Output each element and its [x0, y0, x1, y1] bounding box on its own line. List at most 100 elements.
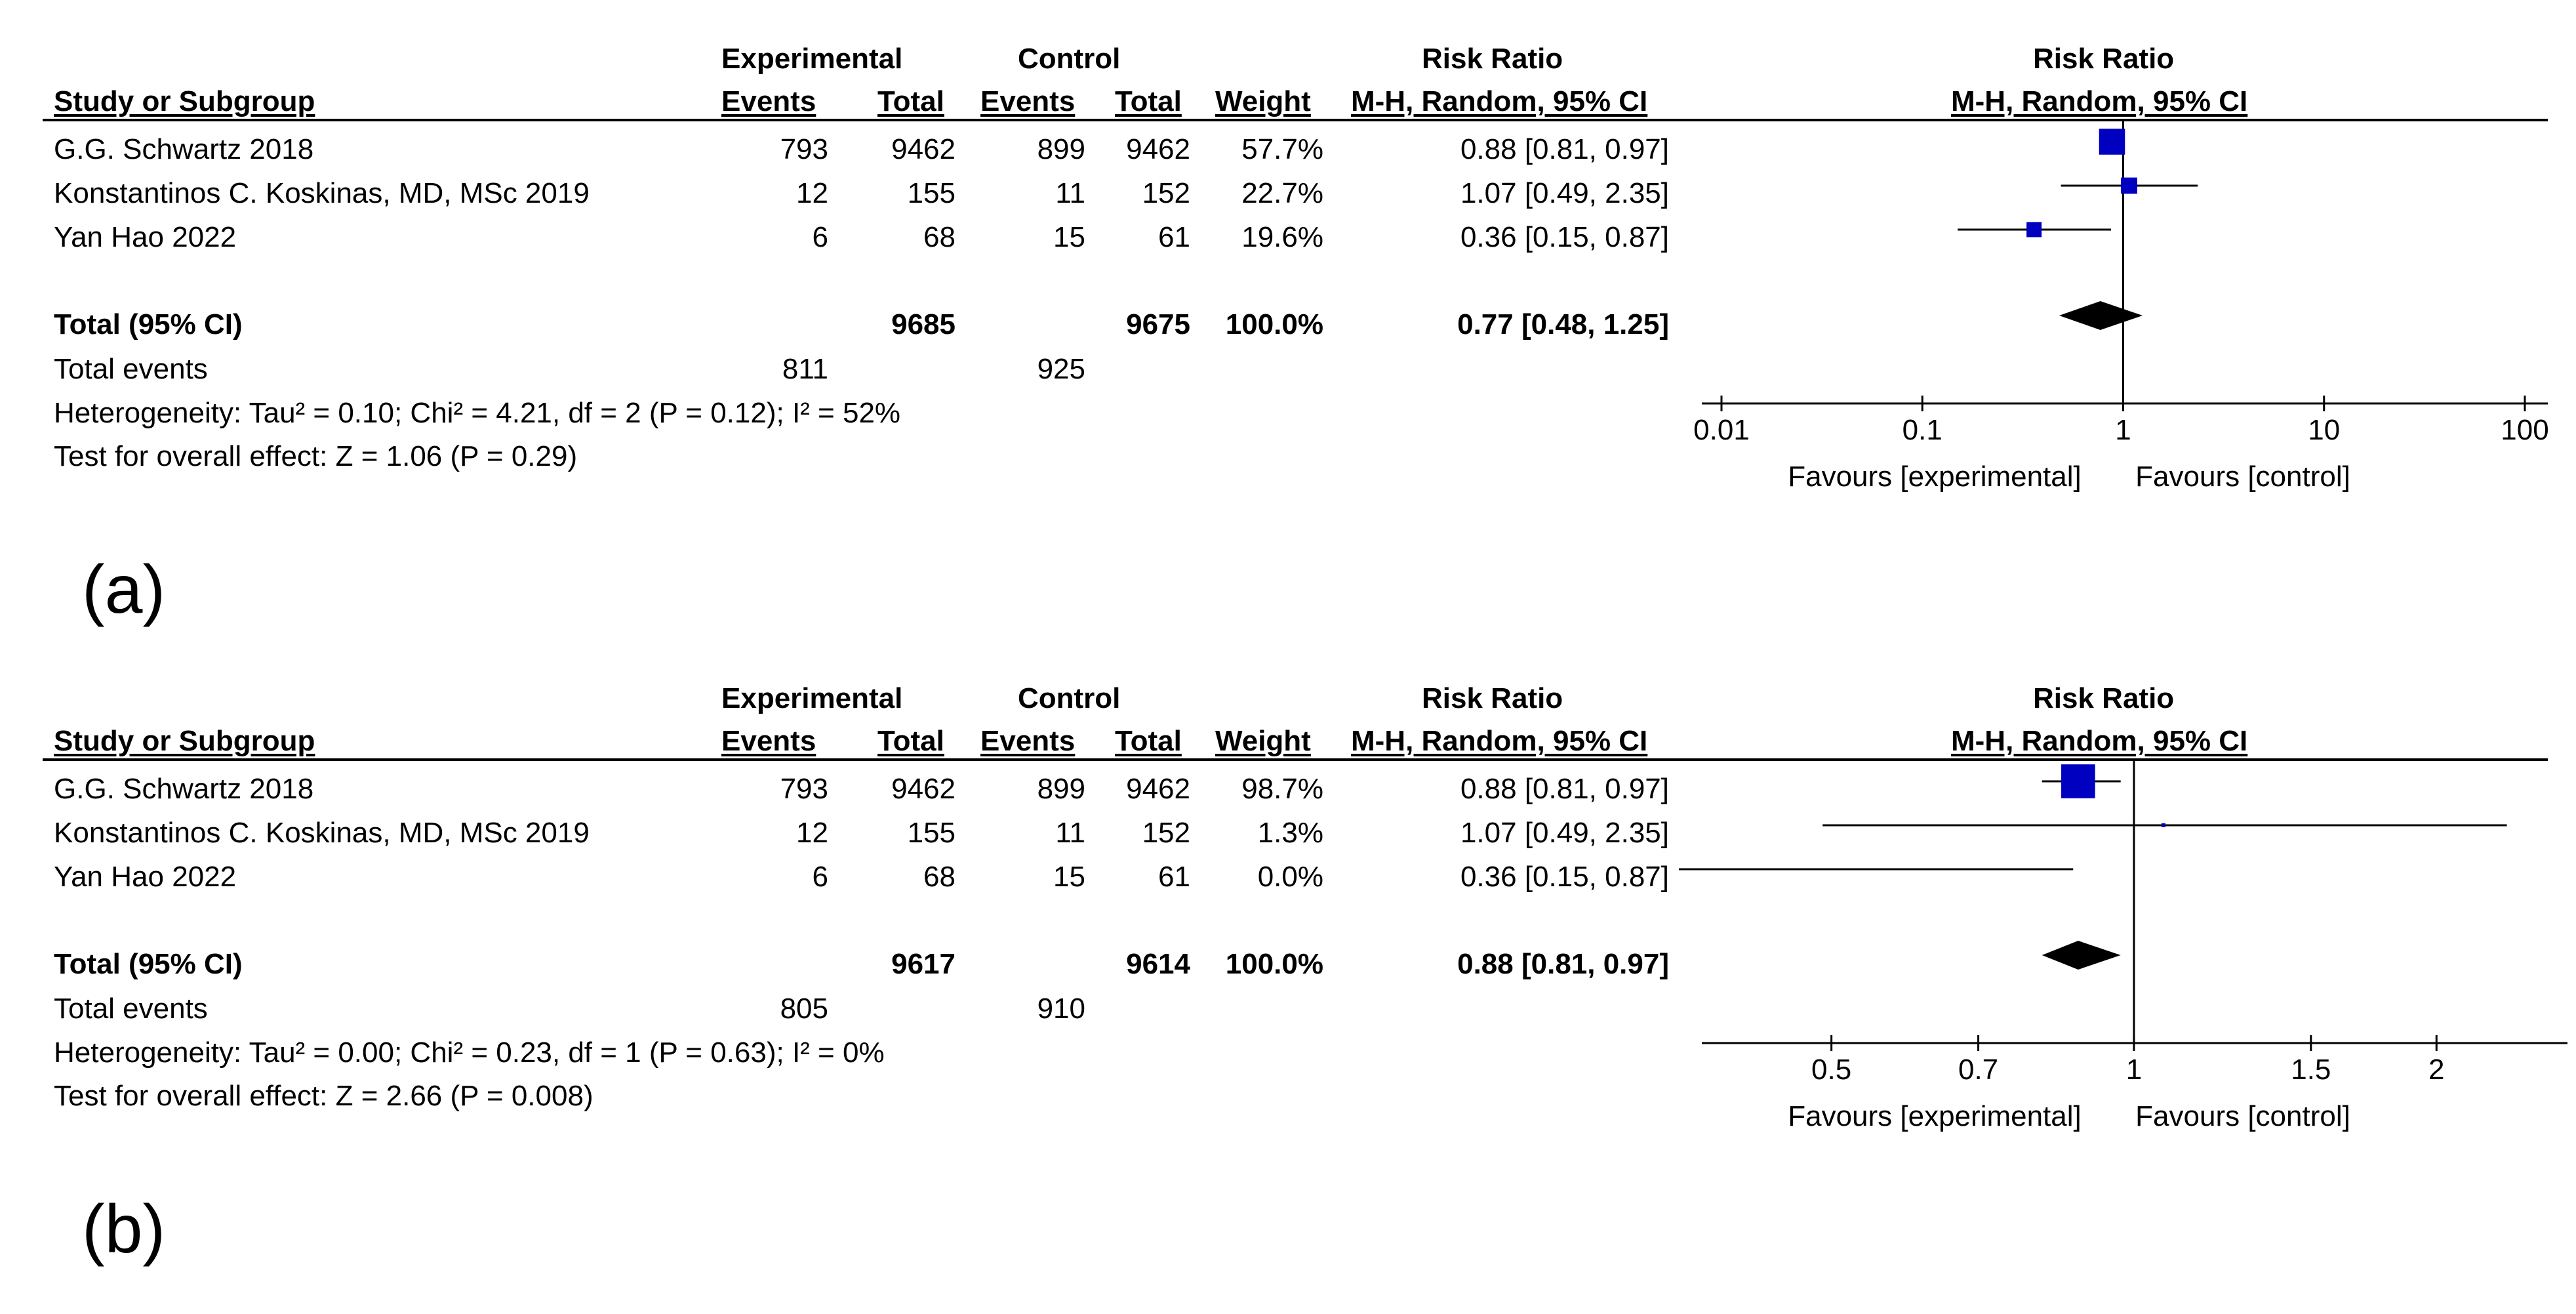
favours-control-label: Favours [control] [2135, 1100, 2350, 1132]
risk-ratio-ci: 0.36 [0.15, 0.87] [1460, 221, 1669, 253]
study-marker [2099, 129, 2125, 155]
exp-events: 6 [812, 861, 828, 893]
header-exp-events: Events [721, 725, 816, 757]
total-events-label: Total events [54, 353, 208, 385]
exp-events: 811 [782, 353, 828, 385]
forest-plot-panel-a: Experimental Control Risk Ratio Risk Rat… [0, 0, 2576, 630]
study-marker [2121, 177, 2137, 194]
header-study: Study or Subgroup [54, 725, 315, 757]
header-ctl-events: Events [980, 85, 1076, 117]
x-tick-label: 1 [2115, 414, 2131, 446]
risk-ratio-ci: 0.88 [0.81, 0.97] [1460, 133, 1669, 165]
plot-header-risk-ratio: Risk Ratio [2033, 682, 2175, 714]
header-risk-ratio: Risk Ratio [1422, 43, 1563, 75]
exp-events: 793 [780, 133, 828, 165]
ctl-total: 61 [1158, 221, 1190, 253]
weight: 19.6% [1241, 221, 1323, 253]
header-ctl-total: Total [1115, 85, 1182, 117]
study-marker [2026, 222, 2042, 237]
exp-total: 68 [923, 221, 956, 253]
risk-ratio-ci: 0.36 [0.15, 0.87] [1460, 861, 1669, 893]
total-events-label: Total events [54, 993, 208, 1025]
x-tick-label: 10 [2308, 414, 2340, 446]
header-study: Study or Subgroup [54, 85, 315, 117]
ctl-total: 9462 [1126, 773, 1190, 805]
x-tick-label: 100 [2501, 414, 2548, 446]
total-label: Total (95% CI) [54, 948, 243, 980]
header-ctl-events: Events [980, 725, 1076, 757]
exp-events: 12 [796, 817, 828, 849]
weight: 0.0% [1257, 861, 1323, 893]
study-name: Konstantinos C. Koskinas, MD, MSc 2019 [54, 817, 590, 849]
risk-ratio-ci: 1.07 [0.49, 2.35] [1460, 177, 1669, 209]
header-exp-events: Events [721, 85, 816, 117]
favours-control-label: Favours [control] [2135, 461, 2350, 493]
favours-experimental-label: Favours [experimental] [1788, 461, 2082, 493]
ctl-events: 11 [1055, 177, 1085, 209]
pooled-diamond [2059, 301, 2143, 330]
header-weight: Weight [1215, 85, 1311, 117]
ctl-events: 910 [1037, 993, 1085, 1025]
header-divider [43, 119, 2548, 121]
exp-total: 9617 [891, 948, 956, 980]
ctl-events: 11 [1055, 817, 1085, 849]
forest-plot-b: 0.5 0.7 1 1.5 2 [1679, 759, 2567, 1086]
pooled-diamond [2042, 941, 2121, 970]
heterogeneity-text: Heterogeneity: Tau² = 0.00; Chi² = 0.23,… [54, 1037, 885, 1069]
exp-events: 12 [796, 177, 828, 209]
weight: 57.7% [1241, 133, 1323, 165]
exp-total: 155 [907, 817, 956, 849]
plot-header-method: M-H, Random, 95% CI [1951, 725, 2248, 757]
header-control: Control [1018, 682, 1121, 714]
x-tick-label: 1 [2126, 1054, 2142, 1086]
forest-plot-panel-b: Experimental Control Risk Ratio Risk Rat… [0, 640, 2576, 1269]
total-label: Total (95% CI) [54, 308, 243, 340]
header-method: M-H, Random, 95% CI [1351, 725, 1648, 757]
exp-total: 9462 [891, 133, 956, 165]
ctl-events: 899 [1037, 773, 1085, 805]
risk-ratio-ci: 0.88 [0.81, 0.97] [1457, 948, 1669, 980]
exp-total: 9462 [891, 773, 956, 805]
ctl-events: 15 [1053, 861, 1085, 893]
ctl-total: 152 [1142, 817, 1190, 849]
panel-label: (b) [82, 1191, 166, 1267]
x-tick-label: 0.1 [1902, 414, 1942, 446]
study-name: G.G. Schwartz 2018 [54, 773, 314, 805]
header-risk-ratio: Risk Ratio [1422, 682, 1563, 714]
plot-header-method: M-H, Random, 95% CI [1951, 85, 2248, 117]
ctl-total: 152 [1142, 177, 1190, 209]
weight: 100.0% [1225, 308, 1323, 340]
panel-label: (a) [82, 552, 166, 628]
header-weight: Weight [1215, 725, 1311, 757]
x-tick-label: 0.01 [1693, 414, 1750, 446]
ctl-events: 15 [1053, 221, 1085, 253]
weight: 22.7% [1241, 177, 1323, 209]
ctl-total: 9614 [1126, 948, 1190, 980]
header-divider [43, 758, 2548, 761]
ctl-total: 61 [1158, 861, 1190, 893]
header-exp-total: Total [877, 725, 944, 757]
heterogeneity-text: Heterogeneity: Tau² = 0.10; Chi² = 4.21,… [54, 397, 901, 429]
header-control: Control [1018, 43, 1121, 75]
plot-header-risk-ratio: Risk Ratio [2033, 43, 2175, 75]
x-tick-label: 0.7 [1958, 1054, 1998, 1086]
weight: 1.3% [1257, 817, 1323, 849]
exp-events: 6 [812, 221, 828, 253]
study-name: Yan Hao 2022 [54, 861, 237, 893]
study-name: Konstantinos C. Koskinas, MD, MSc 2019 [54, 177, 590, 209]
overall-effect-text: Test for overall effect: Z = 1.06 (P = 0… [54, 440, 578, 472]
exp-total: 68 [923, 861, 956, 893]
weight: 100.0% [1225, 948, 1323, 980]
study-marker [2162, 823, 2165, 827]
favours-experimental-label: Favours [experimental] [1788, 1100, 2082, 1132]
ctl-total: 9462 [1126, 133, 1190, 165]
ctl-events: 899 [1037, 133, 1085, 165]
exp-total: 9685 [891, 308, 956, 340]
x-tick-label: 0.5 [1811, 1054, 1851, 1086]
risk-ratio-ci: 0.77 [0.48, 1.25] [1457, 308, 1669, 340]
forest-plot-a: 0.01 0.1 1 10 100 [1693, 119, 2549, 446]
x-tick-label: 2 [2428, 1054, 2444, 1086]
risk-ratio-ci: 1.07 [0.49, 2.35] [1460, 817, 1669, 849]
ctl-events: 925 [1037, 353, 1085, 385]
x-tick-label: 1.5 [2291, 1054, 2331, 1086]
